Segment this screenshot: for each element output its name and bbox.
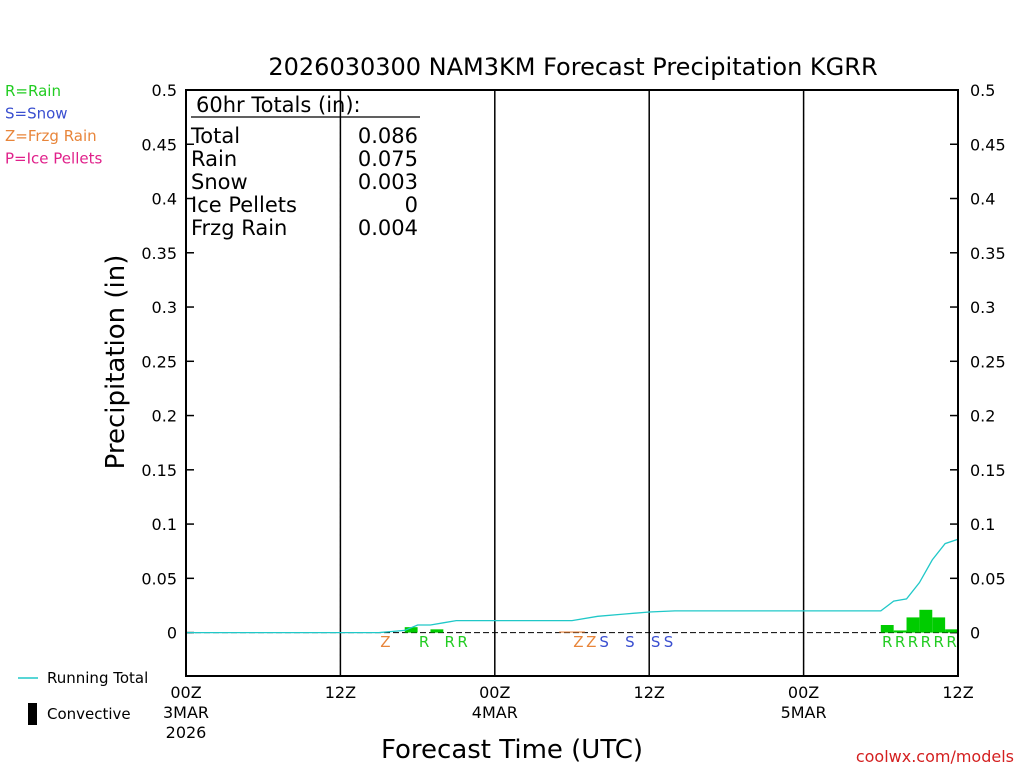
ptype-marker: R bbox=[921, 633, 931, 651]
y-tick-label: 0.2 bbox=[152, 407, 177, 426]
legend-bar-swatch bbox=[28, 703, 37, 725]
precip-bar bbox=[572, 631, 585, 633]
legend-entry: Z=Frzg Rain bbox=[5, 127, 97, 145]
y-tick-label: 0.25 bbox=[970, 352, 1006, 371]
y-axis-left: 0 0.05 0.1 0.15 0.2 0.25 0.3 0.35 0.4 0.45 0.5 bbox=[141, 81, 194, 643]
precip-bar bbox=[893, 630, 907, 633]
precip-bar bbox=[919, 609, 933, 633]
hourly-precip-bars bbox=[404, 609, 958, 633]
ptype-marker: S bbox=[625, 633, 635, 651]
chart-title: 2026030300 NAM3KM Forecast Precipitation… bbox=[268, 53, 877, 81]
precip-bar bbox=[404, 627, 418, 633]
y-tick-label: 0.4 bbox=[152, 190, 177, 209]
totals-label: Frzg Rain bbox=[191, 216, 287, 240]
x-tick-date: 5MAR bbox=[781, 703, 827, 722]
y-tick-label: 0.25 bbox=[141, 352, 177, 371]
y-tick-label: 0.45 bbox=[141, 135, 177, 154]
precip-bar bbox=[945, 629, 958, 633]
plot-frame bbox=[185, 89, 959, 677]
line-legend: Running Total Convective bbox=[18, 669, 148, 725]
legend-label: Running Total bbox=[47, 669, 148, 687]
y-tick-label: 0 bbox=[167, 624, 177, 643]
x-tick-date: 4MAR bbox=[472, 703, 518, 722]
totals-box: 60hr Totals (in): Total 0.086 Rain 0.075 Snow… bbox=[190, 93, 420, 240]
y-tick-label: 0.35 bbox=[141, 244, 177, 263]
y-tick-label: 0.35 bbox=[970, 244, 1006, 263]
x-tick-label: 12Z bbox=[634, 683, 665, 702]
totals-value: 0.003 bbox=[358, 170, 418, 194]
credit-text: coolwx.com/models bbox=[856, 747, 1014, 766]
totals-label: Snow bbox=[191, 170, 248, 194]
ptype-marker: Z bbox=[380, 633, 390, 651]
precip-bar bbox=[880, 624, 894, 633]
ptype-marker: S bbox=[599, 633, 609, 651]
ptype-marker: R bbox=[419, 633, 429, 651]
ptype-marker: R bbox=[445, 633, 455, 651]
ptype-marker: Z bbox=[586, 633, 596, 651]
x-tick-date: 3MAR bbox=[163, 703, 209, 722]
y-tick-label: 0.15 bbox=[970, 461, 1006, 480]
x-tick-year: 2026 bbox=[166, 723, 207, 742]
y-tick-label: 0.1 bbox=[970, 515, 995, 534]
legend-entry: S=Snow bbox=[5, 105, 68, 123]
ptype-marker: S bbox=[664, 633, 674, 651]
y-tick-label: 0.15 bbox=[141, 461, 177, 480]
x-tick-label: 12Z bbox=[942, 683, 973, 702]
totals-value: 0.004 bbox=[358, 216, 418, 240]
x-tick-label: 12Z bbox=[325, 683, 356, 702]
totals-label: Total bbox=[190, 124, 240, 148]
y-tick-label: 0.45 bbox=[970, 135, 1006, 154]
ptype-marker: R bbox=[457, 633, 467, 651]
y-tick-label: 0.3 bbox=[152, 298, 177, 317]
x-tick-label: 00Z bbox=[170, 683, 201, 702]
x-tick-label: 00Z bbox=[788, 683, 819, 702]
y-tick-label: 0 bbox=[970, 624, 980, 643]
x-tick-label: 00Z bbox=[479, 683, 510, 702]
ptype-marker: R bbox=[946, 633, 956, 651]
y-tick-label: 0.4 bbox=[970, 190, 995, 209]
x-axis-label: Forecast Time (UTC) bbox=[381, 735, 643, 765]
ptype-marker: R bbox=[895, 633, 905, 651]
y-tick-label: 0.2 bbox=[970, 407, 995, 426]
y-tick-label: 0.05 bbox=[970, 569, 1006, 588]
y-axis-right: 0 0.05 0.1 0.15 0.2 0.25 0.3 0.35 0.4 0.45 0.5 bbox=[950, 81, 1006, 643]
precip-bar bbox=[906, 617, 920, 633]
y-tick-label: 0.1 bbox=[152, 515, 177, 534]
legend-entry: P=Ice Pellets bbox=[5, 150, 102, 168]
totals-value: 0.075 bbox=[358, 147, 418, 171]
totals-label: Ice Pellets bbox=[191, 193, 297, 217]
precip-bar bbox=[559, 631, 572, 633]
precip-bar bbox=[430, 629, 444, 633]
y-tick-label: 0.5 bbox=[152, 81, 177, 100]
ptype-marker: S bbox=[651, 633, 661, 651]
totals-heading: 60hr Totals (in): bbox=[196, 93, 361, 117]
ptype-marker: R bbox=[933, 633, 943, 651]
precip-bar bbox=[932, 617, 946, 633]
totals-label: Rain bbox=[191, 147, 237, 171]
ptype-marker: R bbox=[882, 633, 892, 651]
ptype-legend: R=Rain S=Snow Z=Frzg Rain P=Ice Pellets bbox=[5, 82, 102, 168]
y-tick-label: 0.05 bbox=[141, 569, 177, 588]
legend-entry: R=Rain bbox=[5, 82, 61, 100]
totals-value: 0 bbox=[405, 193, 418, 217]
legend-label: Convective bbox=[47, 705, 131, 723]
running-total-line bbox=[186, 538, 959, 634]
ptype-marker: R bbox=[908, 633, 918, 651]
totals-value: 0.086 bbox=[358, 124, 418, 148]
y-tick-label: 0.3 bbox=[970, 298, 995, 317]
ptype-marker: Z bbox=[573, 633, 583, 651]
y-axis-label: Precipitation (in) bbox=[101, 255, 131, 470]
y-tick-label: 0.5 bbox=[970, 81, 995, 100]
